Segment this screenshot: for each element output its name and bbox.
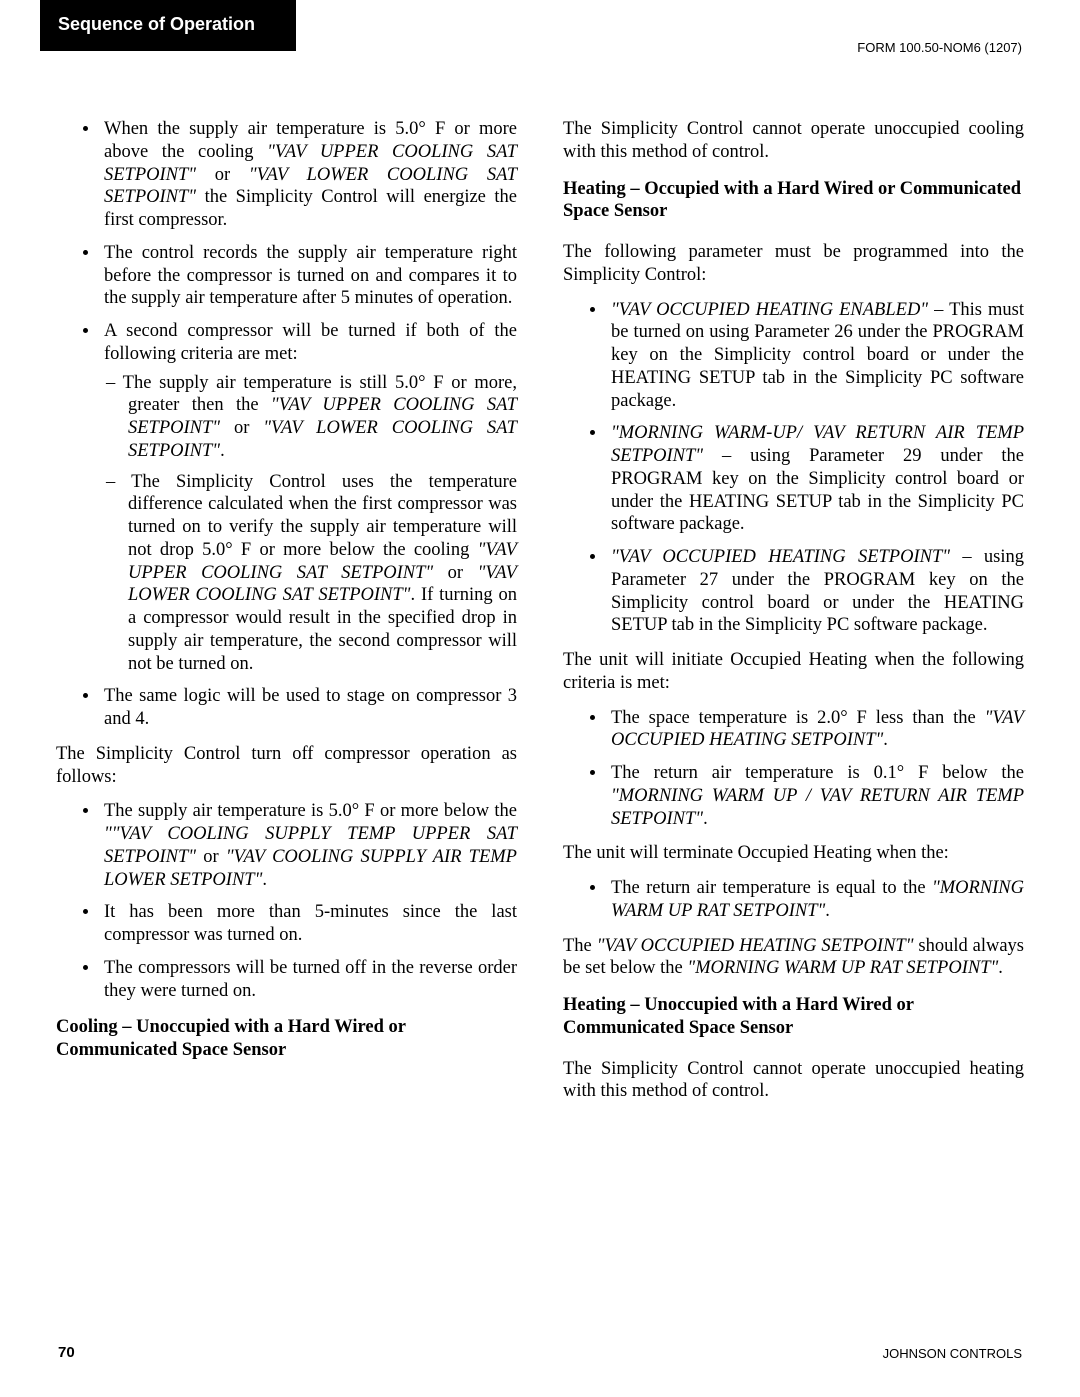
list-item: The return air temperature is 0.1° F bel… xyxy=(607,762,1024,830)
sub-list: The supply air temperature is still 5.0°… xyxy=(104,372,517,676)
list-item: The Simplicity Control uses the temperat… xyxy=(128,471,517,676)
list-item: The supply air temperature is still 5.0°… xyxy=(128,372,517,463)
text: or xyxy=(220,418,263,438)
paragraph: The unit will terminate Occupied Heating… xyxy=(563,842,1024,865)
list-item: The compressors will be turned off in th… xyxy=(100,957,517,1003)
cooling-on-list: When the supply air temperature is 5.0° … xyxy=(56,118,517,731)
setpoint-ref: "MORNING WARM UP / VAV RETURN AIR TEMP S… xyxy=(611,786,1024,829)
text: . xyxy=(703,809,708,829)
body-content: When the supply air temperature is 5.0° … xyxy=(56,118,1024,1327)
form-id: FORM 100.50-NOM6 (1207) xyxy=(857,40,1022,55)
list-item: The space temperature is 2.0° F less tha… xyxy=(607,707,1024,753)
text: A second compressor will be turned if bo… xyxy=(104,321,517,364)
heating-init-list: The space temperature is 2.0° F less tha… xyxy=(563,707,1024,831)
list-item: A second compressor will be turned if bo… xyxy=(100,320,517,675)
paragraph: The Simplicity Control cannot operate un… xyxy=(563,118,1024,164)
list-item: It has been more than 5-minutes since th… xyxy=(100,901,517,947)
setpoint-ref: "VAV OCCUPIED HEATING ENABLED" xyxy=(611,300,928,320)
heading-heating-occupied: Heating – Occupied with a Hard Wired or … xyxy=(563,178,1024,224)
list-item: The return air temperature is equal to t… xyxy=(607,877,1024,923)
list-item: "MORNING WARM-UP/ VAV RETURN AIR TEMP SE… xyxy=(607,422,1024,536)
paragraph: The Simplicity Control turn off compress… xyxy=(56,743,517,789)
text: The return air temperature is equal to t… xyxy=(611,878,932,898)
cooling-off-list: The supply air temperature is 5.0° F or … xyxy=(56,800,517,1002)
footer-brand: JOHNSON CONTROLS xyxy=(883,1346,1022,1361)
paragraph: The following parameter must be programm… xyxy=(563,241,1024,287)
list-item: When the supply air temperature is 5.0° … xyxy=(100,118,517,232)
list-item: "VAV OCCUPIED HEATING ENABLED" – This mu… xyxy=(607,299,1024,413)
paragraph: The unit will initiate Occupied Heating … xyxy=(563,649,1024,695)
heating-params-list: "VAV OCCUPIED HEATING ENABLED" – This mu… xyxy=(563,299,1024,638)
text: The space temperature is 2.0° F less tha… xyxy=(611,708,985,728)
list-item: The control records the supply air tempe… xyxy=(100,242,517,310)
heading-cooling-unoccupied: Cooling – Unoccupied with a Hard Wired o… xyxy=(56,1016,517,1062)
setpoint-ref: "VAV OCCUPIED HEATING SETPOINT" xyxy=(597,936,914,956)
text: The return air temperature is 0.1° F bel… xyxy=(611,763,1024,783)
heading-heating-unoccupied: Heating – Unoccupied with a Hard Wired o… xyxy=(563,994,1024,1040)
text: . xyxy=(998,958,1003,978)
setpoint-ref: "VAV OCCUPIED HEATING SETPOINT" xyxy=(611,547,950,567)
text: . xyxy=(883,730,888,750)
text: . xyxy=(825,901,830,921)
list-item: The same logic will be used to stage on … xyxy=(100,685,517,731)
paragraph: The "VAV OCCUPIED HEATING SETPOINT" shou… xyxy=(563,935,1024,981)
section-tab: Sequence of Operation xyxy=(40,0,296,51)
page: Sequence of Operation FORM 100.50-NOM6 (… xyxy=(0,0,1080,1397)
text: The xyxy=(563,936,597,956)
paragraph: The Simplicity Control cannot operate un… xyxy=(563,1058,1024,1104)
text: The supply air temperature is 5.0° F or … xyxy=(104,801,517,821)
text: or xyxy=(196,847,226,867)
page-number: 70 xyxy=(58,1344,75,1361)
text: . xyxy=(220,441,225,461)
text: or xyxy=(433,563,477,583)
text: or xyxy=(196,165,249,185)
list-item: The supply air temperature is 5.0° F or … xyxy=(100,800,517,891)
heating-term-list: The return air temperature is equal to t… xyxy=(563,877,1024,923)
text: The Simplicity Control uses the temperat… xyxy=(128,472,517,560)
setpoint-ref: "MORNING WARM UP RAT SETPOINT" xyxy=(687,958,998,978)
text: . xyxy=(262,870,267,890)
list-item: "VAV OCCUPIED HEATING SETPOINT" – using … xyxy=(607,546,1024,637)
